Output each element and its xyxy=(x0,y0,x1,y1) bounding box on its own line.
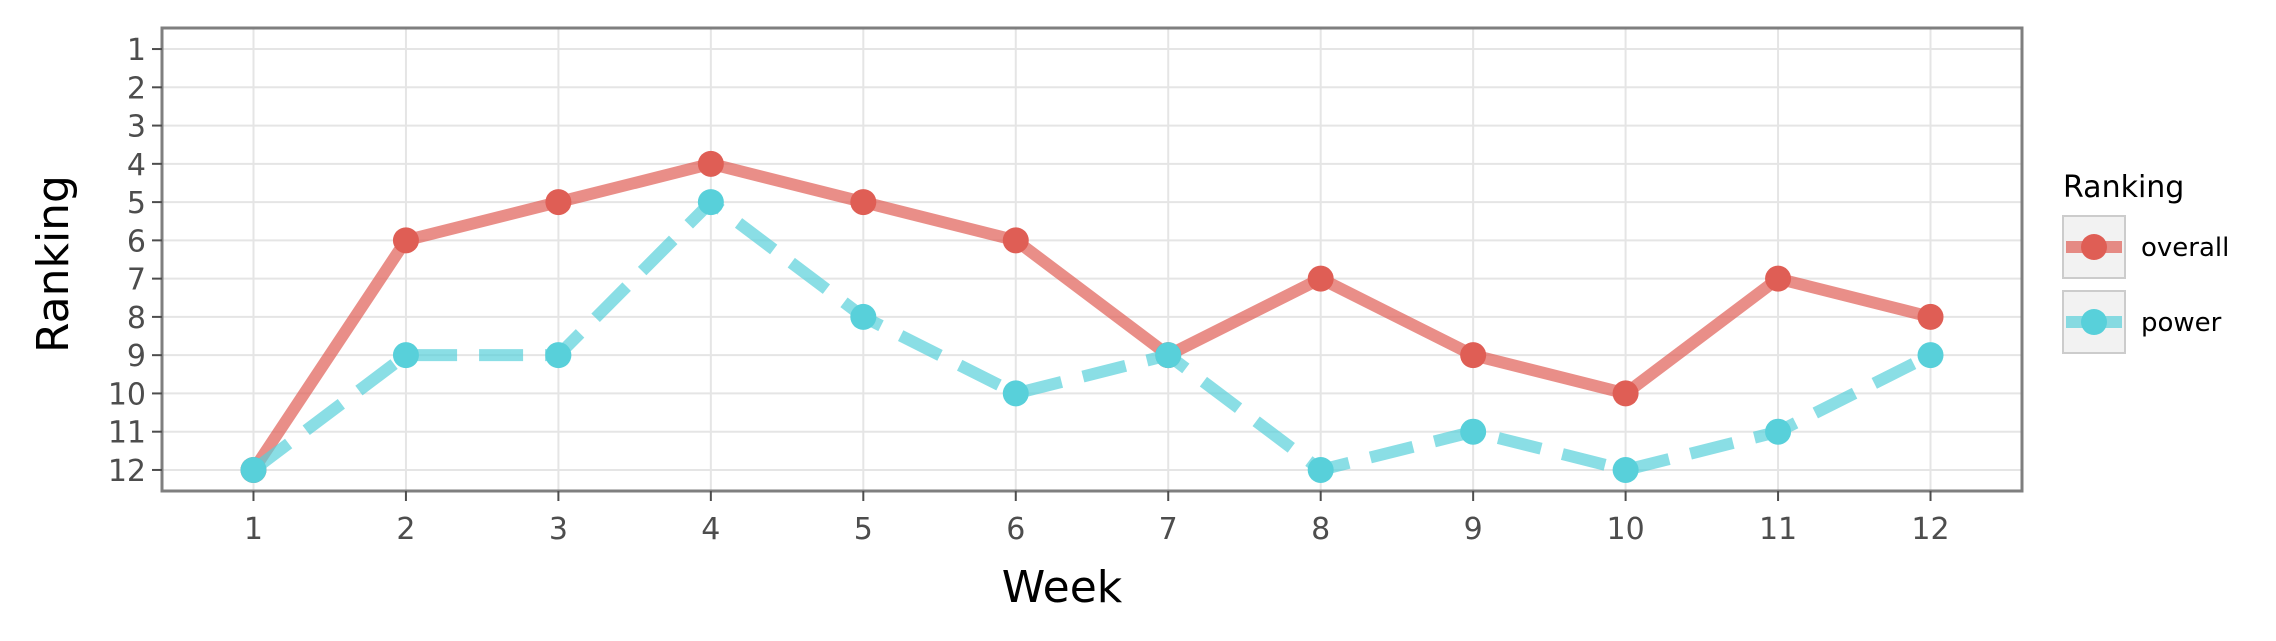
y-tick-label: 11 xyxy=(108,416,146,451)
data-point-overall xyxy=(1765,265,1792,292)
x-tick-label: 2 xyxy=(396,512,415,547)
x-tick-label: 12 xyxy=(1911,512,1949,547)
x-tick-label: 5 xyxy=(854,512,873,547)
data-point-power xyxy=(850,303,877,330)
x-tick-label: 7 xyxy=(1159,512,1178,547)
grid-lines xyxy=(162,28,2022,491)
x-axis-title: Week xyxy=(1002,562,1123,613)
x-axis: 1 2 3 4 5 6 7 8 9 10 11 12 xyxy=(244,491,1950,547)
x-tick-label: 11 xyxy=(1759,512,1797,547)
y-tick-label: 3 xyxy=(127,110,146,145)
data-point-power xyxy=(1765,418,1792,445)
legend-key-power xyxy=(2062,290,2126,354)
y-tick-label: 2 xyxy=(127,71,146,106)
series-overall xyxy=(240,150,1944,483)
data-point-power xyxy=(1460,418,1487,445)
y-tick-label: 8 xyxy=(127,301,146,336)
legend-title: Ranking xyxy=(2063,170,2184,205)
legend: Ranking overall power xyxy=(2062,170,2229,354)
y-tick-label: 12 xyxy=(108,454,146,489)
data-point-overall xyxy=(1307,265,1334,292)
data-point-overall xyxy=(697,150,724,177)
x-tick-label: 9 xyxy=(1464,512,1483,547)
data-point-power xyxy=(1002,380,1029,407)
y-tick-label: 10 xyxy=(108,377,146,412)
data-point-overall xyxy=(1460,342,1487,369)
panel-border xyxy=(160,26,2024,493)
y-tick-label: 9 xyxy=(127,339,146,374)
data-point-power xyxy=(1612,456,1639,483)
data-point-overall xyxy=(1917,303,1944,330)
x-tick-label: 6 xyxy=(1006,512,1025,547)
data-point-power xyxy=(240,456,267,483)
x-tick-label: 10 xyxy=(1607,512,1645,547)
panel-background xyxy=(162,28,2022,491)
y-tick-label: 7 xyxy=(127,263,146,298)
data-point-overall xyxy=(1002,227,1029,254)
series-power xyxy=(240,189,1944,483)
series-layer xyxy=(240,150,1944,483)
x-tick-label: 4 xyxy=(701,512,720,547)
data-point-overall xyxy=(392,227,419,254)
legend-label-overall: overall xyxy=(2141,233,2229,263)
legend-key-overall xyxy=(2062,215,2126,279)
y-tick-label: 1 xyxy=(127,33,146,68)
x-tick-label: 3 xyxy=(549,512,568,547)
legend-label-power: power xyxy=(2141,308,2222,338)
data-point-overall xyxy=(545,189,572,216)
data-point-power xyxy=(697,189,724,216)
series-line-power xyxy=(249,196,1934,476)
data-point-power xyxy=(1155,342,1182,369)
x-tick-label: 8 xyxy=(1311,512,1330,547)
data-point-power xyxy=(392,342,419,369)
y-axis-title: Ranking xyxy=(28,175,79,353)
y-tick-label: 4 xyxy=(127,148,146,183)
series-line-overall xyxy=(248,157,1932,474)
data-point-power xyxy=(1917,342,1944,369)
y-tick-label: 6 xyxy=(127,224,146,259)
x-tick-label: 1 xyxy=(244,512,263,547)
data-point-overall xyxy=(850,189,877,216)
data-point-overall xyxy=(1612,380,1639,407)
data-point-power xyxy=(545,342,572,369)
y-tick-label: 5 xyxy=(127,186,146,221)
data-point-power xyxy=(1307,456,1334,483)
